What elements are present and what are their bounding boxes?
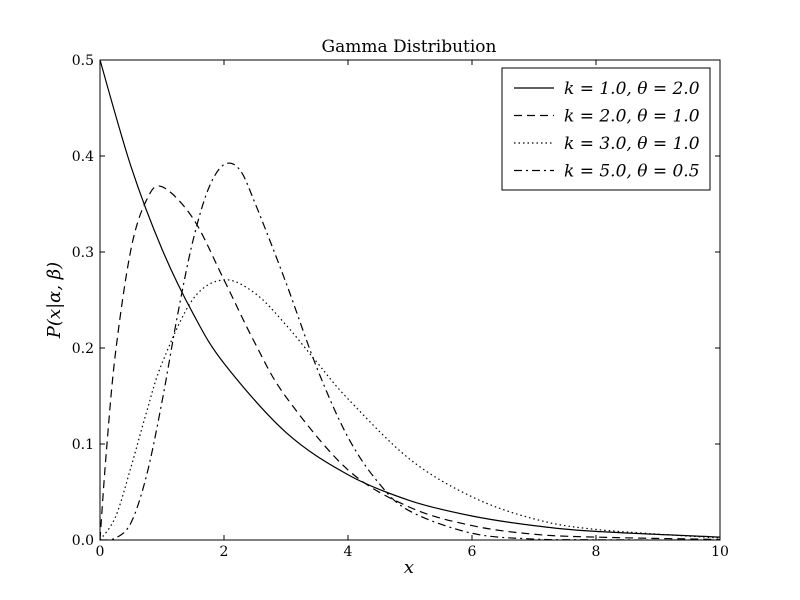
x-tick-label: 6 (468, 544, 477, 560)
plot-area: 0 2 4 6 8 10 0.0 0.1 0.2 0.3 0.4 0.5 k = 1.0, θ = 2.… (72, 53, 729, 560)
legend-label-2: k = 2.0, θ = 1.0 (564, 107, 700, 127)
y-tick-label: 0.0 (72, 533, 94, 549)
legend-label-1: k = 1.0, θ = 2.0 (564, 79, 700, 99)
axes-frame (99, 59, 721, 541)
legend-label-3: k = 3.0, θ = 1.0 (564, 134, 700, 154)
series-line-4 (100, 162, 720, 540)
y-axis-label: P(x|α, β) (44, 262, 65, 339)
y-tick-label: 0.2 (72, 341, 94, 357)
x-axis-label: x (404, 557, 414, 578)
x-tick-label: 0 (96, 544, 105, 560)
y-tick-label: 0.5 (72, 53, 94, 69)
series-line-2 (100, 185, 720, 540)
x-tick-label: 2 (220, 544, 229, 560)
x-tick-label: 8 (592, 544, 601, 560)
y-tick-label: 0.1 (72, 437, 94, 453)
y-tick-label: 0.3 (72, 245, 94, 261)
x-tick-label: 4 (344, 544, 353, 560)
y-tick-label: 0.4 (72, 149, 94, 165)
series-line-3 (100, 279, 720, 540)
series-line-1 (100, 60, 720, 538)
x-tick-label: 10 (711, 544, 729, 560)
legend-label-4: k = 5.0, θ = 0.5 (564, 162, 700, 182)
chart-title: Gamma Distribution (322, 37, 497, 57)
